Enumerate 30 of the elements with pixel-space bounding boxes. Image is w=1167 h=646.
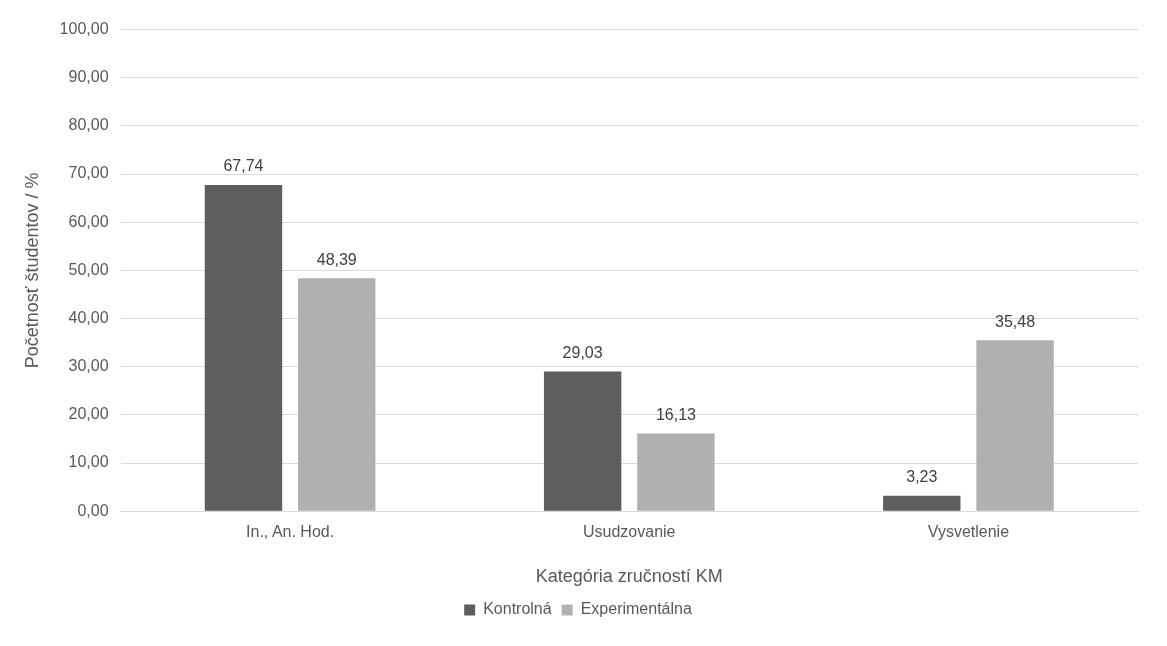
- bar: [298, 278, 376, 511]
- data-label: 29,03: [562, 343, 603, 361]
- y-tick-label: 70,00: [68, 164, 109, 182]
- data-label: 3,23: [906, 468, 938, 486]
- y-tick-label: 90,00: [68, 68, 109, 86]
- bar: [204, 184, 283, 511]
- y-tick-label: 40,00: [68, 308, 109, 326]
- x-tick-label: In., An. Hod.: [246, 523, 335, 541]
- y-tick-label: 60,00: [68, 212, 109, 230]
- x-tick-label: Vysvetlenie: [927, 523, 1010, 541]
- y-tick-label: 100,00: [59, 20, 109, 38]
- y-tick-label: 30,00: [68, 357, 109, 375]
- bar: [883, 495, 961, 511]
- bar: [976, 340, 1054, 511]
- x-tick-label: Usudzovanie: [583, 523, 676, 541]
- x-axis-title: Kategória zručností KM: [535, 566, 723, 587]
- y-tick-label: 50,00: [68, 260, 109, 278]
- bar: [543, 371, 622, 511]
- legend-label: Experimentálna: [580, 600, 692, 618]
- y-tick-label: 20,00: [68, 405, 109, 423]
- y-tick-label: 10,00: [68, 453, 109, 471]
- data-label: 48,39: [316, 250, 357, 268]
- bar: [637, 433, 715, 511]
- legend-label: Kontrolná: [483, 600, 552, 618]
- data-label: 35,48: [995, 312, 1036, 330]
- data-label: 67,74: [223, 157, 264, 175]
- data-label: 16,13: [655, 405, 697, 423]
- y-axis-title: Početnosť študentov / %: [21, 172, 42, 369]
- y-tick-label: 0,00: [77, 501, 109, 519]
- y-tick-label: 80,00: [68, 116, 109, 134]
